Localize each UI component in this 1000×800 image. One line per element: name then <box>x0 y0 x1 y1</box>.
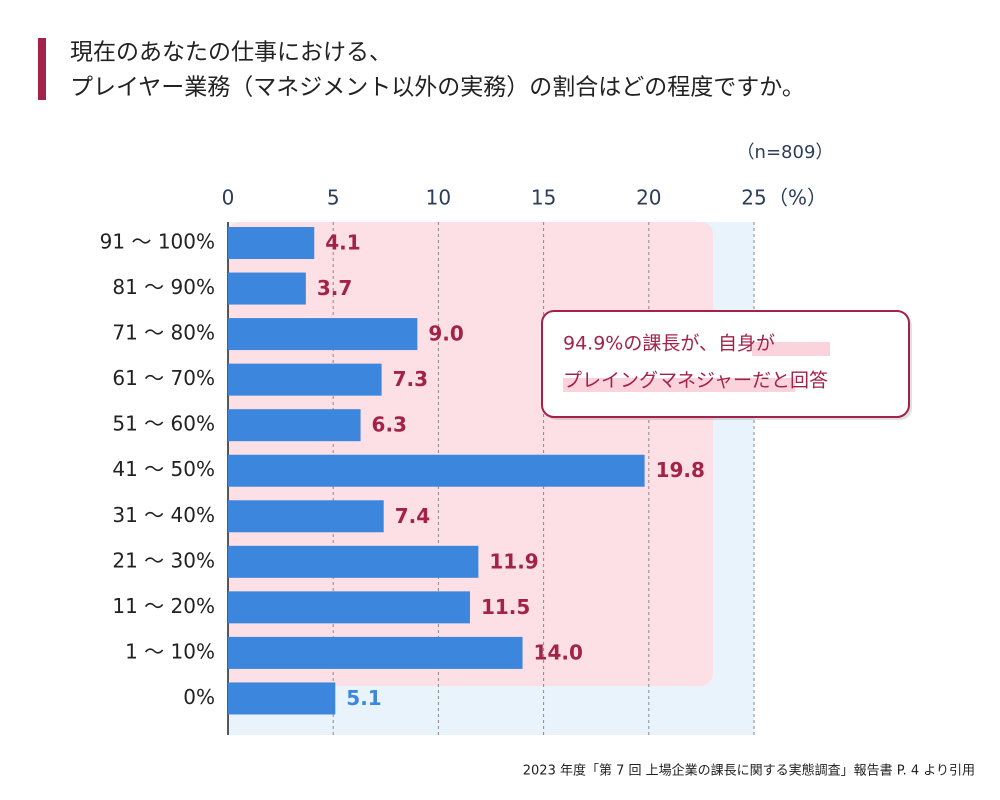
value-label: 3.7 <box>317 276 352 300</box>
x-tick-label: 5 <box>327 186 340 210</box>
y-tick-label: 81 ～ 90% <box>112 275 215 299</box>
callout-box <box>541 310 910 418</box>
bar <box>228 682 336 715</box>
bar <box>228 591 470 624</box>
y-tick-label: 51 ～ 60% <box>112 412 215 436</box>
x-tick-label: 25 <box>741 186 766 210</box>
x-tick-label: 0 <box>222 186 235 210</box>
y-tick-label: 11 ～ 20% <box>112 594 215 618</box>
y-tick-label: 41 ～ 50% <box>112 457 215 481</box>
bars <box>228 227 645 715</box>
y-tick-label: 1 ～ 10% <box>125 639 215 663</box>
value-label: 19.8 <box>656 458 705 482</box>
marker-highlight <box>752 342 830 356</box>
marker-highlight <box>563 378 795 392</box>
y-tick-label: 0% <box>183 685 215 709</box>
bar <box>228 636 523 669</box>
value-label: 7.4 <box>395 504 430 528</box>
x-tick-label: 20 <box>636 186 661 210</box>
y-tick-label: 31 ～ 40% <box>112 503 215 527</box>
bar <box>228 545 479 578</box>
y-tick-label: 91 ～ 100% <box>100 230 215 254</box>
value-label: 6.3 <box>372 413 407 437</box>
callout-text: プレイングマネジャーだと回答 <box>563 370 828 392</box>
callout: 94.9%の課長が、自身が プレイングマネジャーだと回答 <box>541 310 912 420</box>
title-line: プレイヤー業務（マネジメント以外の実務）の割合はどの程度ですか。 <box>70 75 805 101</box>
bar <box>228 272 306 305</box>
value-label: 7.3 <box>393 367 428 391</box>
sample-note: （n=809） <box>737 142 834 163</box>
title-accent <box>38 38 46 100</box>
bar <box>228 409 361 442</box>
bar <box>228 227 315 259</box>
bar <box>228 363 382 396</box>
x-unit: （%） <box>768 186 827 210</box>
x-tick-label: 10 <box>426 186 451 210</box>
y-tick-label: 71 ～ 80% <box>112 321 215 345</box>
x-tick-label: 15 <box>531 186 556 210</box>
title-line: 現在のあなたの仕事における、 <box>70 40 392 66</box>
value-label: 5.1 <box>346 686 381 710</box>
callout-text: 94.9%の課長が、自身が <box>563 333 775 355</box>
bar <box>228 318 418 351</box>
value-label: 11.5 <box>481 595 530 619</box>
value-label: 9.0 <box>428 322 463 346</box>
value-label: 14.0 <box>534 640 583 664</box>
bar <box>228 500 384 533</box>
y-tick-label: 61 ～ 70% <box>112 366 215 390</box>
source: 2023 年度「第 7 回 上場企業の課長に関する実態調査」報告書 P. 4 よ… <box>523 763 975 779</box>
y-tick-label: 21 ～ 30% <box>112 548 215 572</box>
value-label: 11.9 <box>489 549 538 573</box>
bar <box>228 454 645 487</box>
value-label: 4.1 <box>325 231 360 255</box>
